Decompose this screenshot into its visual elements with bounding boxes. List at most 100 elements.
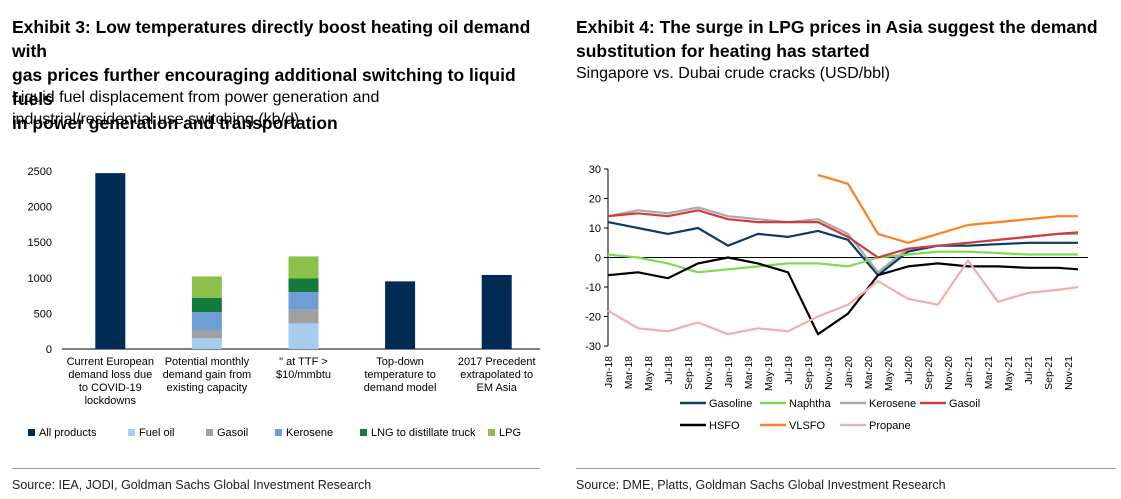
bar-segment [191, 311, 222, 331]
exhibit-3-panel: Exhibit 3: Low temperatures directly boo… [0, 0, 545, 499]
legend-label: All products [39, 427, 97, 439]
y-tick-label: 30 [589, 164, 601, 176]
legend-swatch [28, 429, 35, 436]
bar-segment [288, 309, 319, 324]
x-category-label: demand loss due [68, 369, 152, 381]
legend-label: Gasoline [709, 398, 752, 410]
x-tick-label: May-18 [643, 356, 655, 391]
x-tick-label: Jul-21 [1023, 356, 1035, 385]
x-tick-label: Jan-20 [843, 356, 855, 388]
legend-label: HSFO [709, 420, 740, 432]
x-tick-label: May-19 [763, 356, 775, 391]
line-chart: -30 -20 -10 0 10 20 30 Jan-18 Mar-18 May-18 Jul-18… [585, 164, 1088, 432]
x-tick-label: Mar-21 [983, 356, 995, 389]
bar-segment [288, 323, 319, 349]
series-line [607, 256, 1079, 336]
legend-label: Gasoil [949, 398, 980, 410]
x-category-label: to COVID-19 [79, 382, 142, 394]
bar-segment [288, 256, 319, 279]
x-tick-label: Nov-20 [943, 356, 955, 390]
x-tick-label: Jan-18 [603, 356, 615, 388]
x-tick-label: Nov-19 [823, 356, 835, 390]
y-tick-label: -30 [585, 341, 601, 353]
legend-label: Naphtha [789, 398, 831, 410]
subtitle-line: Liquid fuel displacement from power gene… [12, 89, 380, 106]
source-note: Source: IEA, JODI, Goldman Sachs Global … [12, 478, 372, 492]
y-tick-label: 1500 [28, 237, 52, 249]
legend-label: LPG [499, 427, 521, 439]
series-line [607, 209, 1079, 259]
legend-swatch [275, 429, 282, 436]
x-tick-label: Nov-18 [703, 356, 715, 390]
x-tick-label: Jul-19 [783, 356, 795, 385]
x-category-label: $10/mmbtu [276, 369, 331, 381]
series-line [607, 221, 1078, 277]
y-tick-label: 0 [46, 344, 52, 356]
y-tick-label: 2500 [28, 166, 52, 178]
bar-segment [481, 274, 512, 349]
x-category-label: " at TTF > [279, 356, 328, 368]
x-category-label: lockdowns [85, 395, 137, 407]
exhibit-4-subtitle: Singapore vs. Dubai crude cracks (USD/bb… [576, 63, 890, 85]
x-tick-label: Sep-19 [803, 356, 815, 390]
y-tick-label: 1000 [28, 273, 52, 285]
title-line: Exhibit 4: The surge in LPG prices in As… [576, 17, 1098, 37]
legend-label: Kerosene [286, 427, 333, 439]
legend-label: VLSFO [789, 420, 826, 432]
x-tick-label: Mar-20 [863, 356, 875, 389]
bar-segment [191, 338, 222, 349]
legend-swatch [360, 429, 367, 436]
series-line [607, 259, 1079, 336]
source-note: Source: DME, Platts, Goldman Sachs Globa… [576, 478, 946, 492]
x-category-label: Potential monthly [165, 356, 250, 368]
x-tick-label: Jan-19 [723, 356, 735, 388]
title-line: gas prices further encouraging additiona… [12, 65, 516, 109]
x-category-label: extrapolated to [460, 369, 533, 381]
exhibit-3-title: Exhibit 3: Low temperatures directly boo… [12, 15, 545, 135]
y-tick-label: 500 [34, 308, 52, 320]
y-tick-label: -20 [585, 312, 601, 324]
bar-segment [191, 276, 222, 298]
x-tick-label: Mar-19 [743, 356, 755, 389]
exhibit-3-subtitle: Liquid fuel displacement from power gene… [12, 87, 379, 131]
x-category-label: 2017 Precedent [458, 356, 536, 368]
x-category-label: demand model [364, 382, 437, 394]
title-line: Exhibit 3: Low temperatures directly boo… [12, 17, 531, 61]
x-category-label: Top-down [376, 356, 424, 368]
y-tick-label: 0 [595, 253, 601, 265]
series-line [607, 250, 1078, 274]
legend-label: LNG to distillate truck [371, 427, 476, 439]
bar-segment [191, 297, 222, 312]
bar-segment [191, 330, 222, 339]
exhibit-4-panel: Exhibit 4: The surge in LPG prices in As… [570, 0, 1121, 499]
bar-segment [288, 278, 319, 293]
x-tick-label: Sep-20 [923, 356, 935, 390]
legend-label: Kerosene [869, 398, 916, 410]
x-tick-label: Jul-18 [663, 356, 675, 385]
exhibit-4-title: Exhibit 4: The surge in LPG prices in As… [576, 15, 1098, 63]
legend-label: Propane [869, 420, 911, 432]
y-tick-label: 10 [589, 223, 601, 235]
x-category-label: temperature to [364, 369, 436, 381]
subtitle-line: Singapore vs. Dubai crude cracks (USD/bb… [576, 65, 890, 82]
x-tick-label: Jan-21 [963, 356, 975, 388]
title-line: in power generation and transportation [12, 113, 338, 133]
legend-label: Fuel oil [139, 427, 174, 439]
title-line: substitution for heating has started [576, 41, 870, 61]
legend-swatch [128, 429, 135, 436]
x-tick-label: Mar-18 [623, 356, 635, 389]
x-category-label: demand gain from [163, 369, 252, 381]
x-category-label: EM Asia [477, 382, 518, 394]
x-tick-label: Sep-21 [1043, 356, 1055, 390]
bar-segment [95, 173, 126, 349]
y-tick-label: 20 [589, 194, 601, 206]
y-tick-label: -10 [585, 282, 601, 294]
legend-swatch [488, 429, 495, 436]
divider [12, 468, 540, 469]
x-tick-label: Sep-18 [683, 356, 695, 390]
bar-segment [385, 281, 416, 349]
series-line [817, 173, 1078, 244]
y-tick-label: 2000 [28, 202, 52, 214]
x-category-label: existing capacity [167, 382, 248, 394]
x-tick-label: Jul-20 [903, 356, 915, 385]
